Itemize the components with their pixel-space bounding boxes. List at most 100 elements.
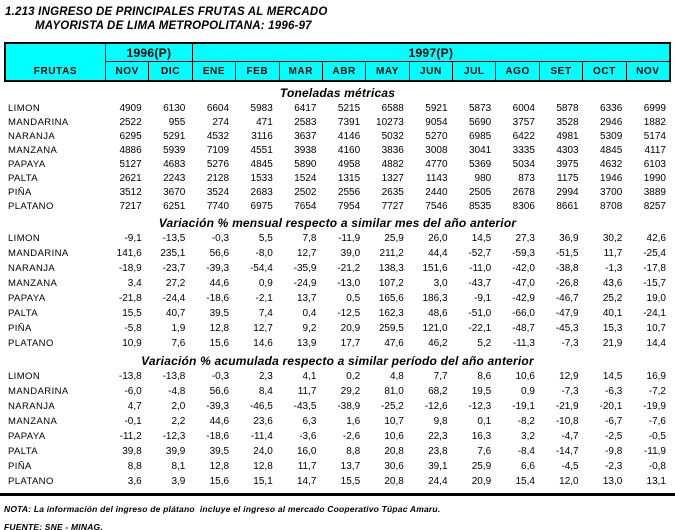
value-cell: -21,9 (555, 401, 579, 412)
value-cell: -12,6 (424, 401, 448, 412)
value-cell: 4160 (337, 144, 361, 156)
value-cell: 7,6 (477, 446, 492, 457)
value-cell: 211,2 (379, 248, 404, 259)
value-cell: 13,7 (296, 293, 317, 304)
value-cell: -39,3 (206, 263, 230, 274)
value-cell: 8306 (512, 200, 535, 212)
value-cell: 2,2 (171, 416, 186, 427)
table-row: PIÑA 8,8 8,1 12,8 12,8 11,7 13,7 30,6 39,1 25,9 6,… (4, 459, 671, 474)
value-cell: 138,3 (378, 263, 404, 274)
value-cell: -4,7 (561, 431, 579, 442)
value-cell: -42,0 (512, 263, 535, 274)
value-cell: 3975 (556, 158, 579, 170)
value-cell: -15,7 (643, 278, 666, 289)
value-cell: -4,8 (168, 386, 186, 397)
value-cell: -1,3 (605, 263, 623, 274)
value-cell: 2678 (512, 186, 535, 198)
value-cell: 27,3 (515, 233, 535, 244)
section-3: Variación % acumulada respecto a similar… (4, 354, 671, 489)
value-cell: 25,9 (384, 233, 404, 244)
value-cell: -9,8 (605, 446, 623, 457)
value-cell: -11,3 (512, 338, 535, 349)
value-cell: 4532 (206, 130, 230, 142)
table-row: PIÑA 3512 3670 3524 2683 2502 2556 2635 2440 2505… (4, 185, 671, 199)
fruit-label: PAPAYA (8, 431, 46, 442)
value-cell: 12,7 (296, 248, 317, 259)
value-cell: -38,9 (337, 401, 361, 412)
value-cell: -14,7 (555, 446, 579, 457)
value-cell: 5939 (163, 144, 186, 156)
value-cell: 14,7 (296, 476, 317, 487)
month-header-mar-4: MAR (278, 62, 322, 80)
table-row: PLATANO 7217 6251 7740 6975 7654 7954 7727 7546 8… (4, 199, 671, 213)
fruit-label: PLATANO (8, 200, 54, 212)
value-cell: 4845 (250, 158, 273, 170)
value-cell: 3757 (512, 116, 535, 128)
value-cell: 955 (168, 116, 186, 128)
value-cell: 40,1 (602, 308, 623, 319)
value-cell: 39,9 (165, 446, 186, 457)
value-cell: 10,9 (122, 338, 142, 349)
value-cell: 0,5 (346, 293, 361, 304)
value-cell: 20,8 (384, 446, 404, 457)
value-cell: 0,4 (302, 308, 317, 319)
value-cell: 5873 (468, 102, 492, 114)
value-cell: -11,2 (119, 431, 142, 442)
value-cell: 0,1 (477, 416, 492, 427)
value-cell: 12,8 (209, 461, 230, 472)
value-cell: 3889 (643, 186, 666, 198)
value-cell: -47,9 (555, 308, 579, 319)
value-cell: 24,4 (428, 476, 448, 487)
value-cell: 4909 (119, 102, 142, 114)
value-cell: 1990 (643, 172, 666, 184)
table-row: PALTA 39,8 39,9 39,5 24,0 16,0 8,8 20,8 23,8 7,6 -… (4, 444, 671, 459)
value-cell: 20,8 (384, 476, 404, 487)
table-row: PLATANO 3,6 3,9 15,6 15,1 14,7 15,5 20,8 24,4 20,… (4, 474, 671, 489)
fruit-label: LIMON (8, 233, 41, 244)
value-cell: 14,6 (253, 338, 273, 349)
value-cell: -7,3 (561, 338, 579, 349)
fruit-label: LIMON (8, 371, 41, 382)
value-cell: 6,6 (521, 461, 535, 472)
table-row: PALTA 2621 2243 2128 1533 1524 1315 1327 1143 980… (4, 171, 671, 185)
value-cell: 2522 (119, 116, 142, 128)
value-cell: -11,9 (643, 446, 666, 457)
value-cell: 43,6 (602, 278, 623, 289)
footnote-nota: NOTA: La información del ingreso de plát… (4, 504, 441, 514)
value-cell: 1315 (337, 172, 361, 184)
fruit-label: MANZANA (8, 144, 58, 156)
value-cell: 6103 (643, 158, 666, 170)
value-cell: -0,5 (648, 431, 666, 442)
value-cell: 0,9 (521, 386, 535, 397)
table-row: PIÑA -5,8 1,9 12,8 12,7 9,2 20,9 259,5 121,0 -22,… (4, 321, 671, 336)
fruit-label: PALTA (8, 172, 38, 184)
value-cell: 8,4 (258, 386, 273, 397)
value-cell: 3116 (251, 130, 273, 142)
value-cell: 14,4 (646, 338, 666, 349)
fruit-label: PAPAYA (8, 158, 46, 170)
value-cell: -6,3 (605, 386, 623, 397)
fruit-label: NARANJA (8, 401, 56, 412)
fruit-label: NARANJA (8, 263, 56, 274)
table-row: LIMON -13,8 -13,8 -0,3 2,3 4,1 0,2 4,8 7,7 8,6 10,… (4, 369, 671, 384)
value-cell: 3,4 (127, 278, 142, 289)
value-cell: -24,9 (293, 278, 317, 289)
value-cell: 10,6 (384, 431, 404, 442)
value-cell: 274 (212, 116, 230, 128)
month-header-set-10: SET (538, 62, 583, 80)
table-body: Toneladas métricas LIMON 4909 6130 6604 5983 6… (4, 86, 671, 489)
value-cell: 10,7 (646, 323, 666, 334)
fruit-label: MANZANA (8, 278, 58, 289)
value-cell: 3,0 (433, 278, 448, 289)
value-cell: 13,9 (296, 338, 317, 349)
value-cell: 10,6 (515, 371, 535, 382)
value-cell: 24,0 (253, 446, 273, 457)
table-row: NARANJA 6295 5291 4532 3116 3637 4146 5032 5270 6… (4, 129, 671, 143)
table-row: NARANJA -18,9 -23,7 -39,3 -54,4 -35,9 -21,2 138… (4, 261, 671, 276)
document-title: 1.213 INGRESO DE PRINCIPALES FRUTAS AL M… (5, 5, 675, 33)
fruit-label: PLATANO (8, 476, 54, 487)
value-cell: 7,4 (258, 308, 273, 319)
month-header-oct-11: OCT (582, 62, 626, 80)
month-header-ago-9: AGO (495, 62, 539, 80)
value-cell: 5270 (425, 130, 448, 142)
